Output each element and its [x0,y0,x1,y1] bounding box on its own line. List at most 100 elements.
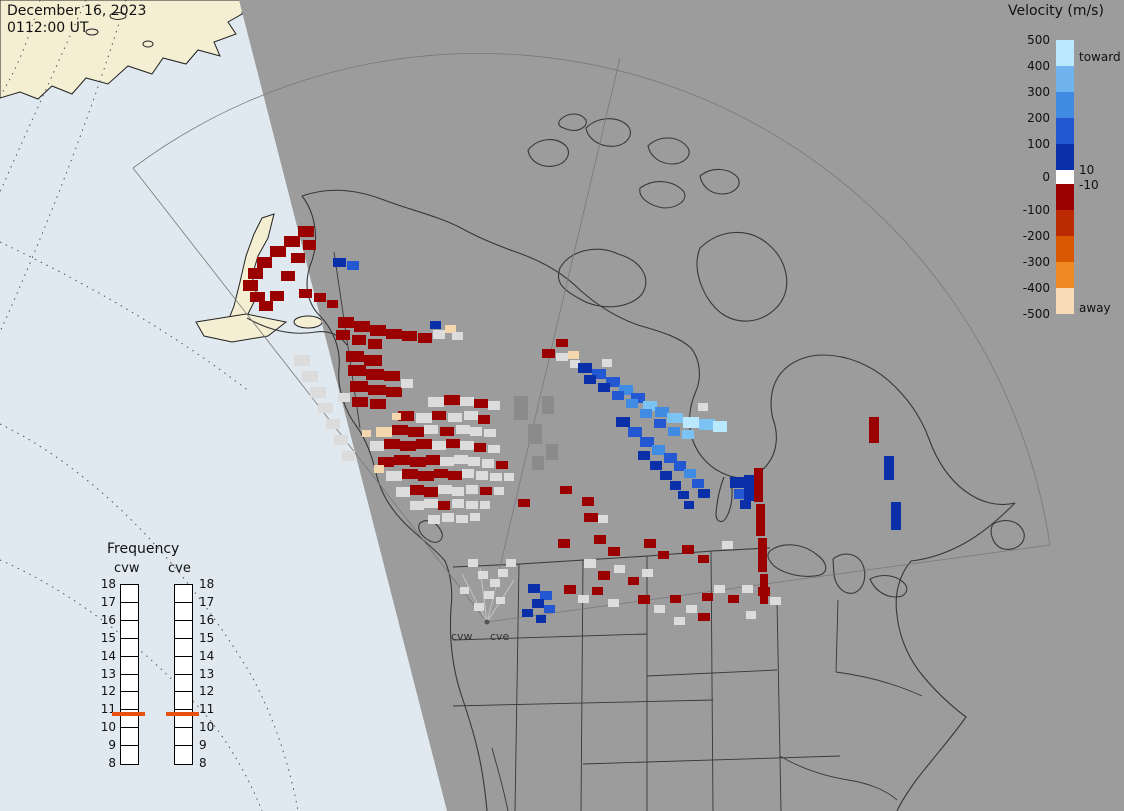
radar-data-tile [342,451,355,461]
radar-data-tile [652,445,665,455]
radar-data-tile [614,565,625,573]
radar-data-tile [291,253,305,263]
radar-data-tile [338,317,354,328]
radar-data-tile [655,407,669,417]
radar-data-tile [298,226,314,237]
radar-data-tile [584,513,598,522]
radar-data-tile [456,515,468,523]
radar-data-tile [582,497,594,506]
radar-site-label-cve: cve [490,630,510,643]
radar-data-tile [640,437,654,447]
radar-data-tile [392,413,401,420]
radar-data-tile [480,487,492,495]
radar-data-tile [352,397,368,407]
lake-erie-ontario [869,574,908,598]
radar-data-tile [326,419,340,429]
radar-data-tile [606,377,620,387]
radar-data-tile [698,489,710,498]
radar-data-tile [460,441,474,450]
radar-data-tile [556,339,568,347]
radar-data-tile [402,469,418,479]
radar-data-tile [592,369,606,379]
radar-data-tile [368,385,386,395]
radar-data-tile [430,321,441,329]
radar-data-tile [612,391,624,400]
radar-data-tile [496,597,505,604]
radar-data-tile [678,491,689,499]
radar-data-tile [448,471,462,480]
radar-data-tile [470,513,480,521]
radar-data-tile [416,413,432,423]
radar-data-tile [506,559,516,567]
radar-data-tile [660,471,672,480]
radar-data-tile [366,369,384,380]
radar-data-tile [584,375,596,384]
radar-data-tile [532,599,544,608]
radar-data-tile [476,471,488,480]
radar-data-tile [333,258,346,267]
radar-data-tile [556,353,568,361]
radar-data-tile [302,371,318,382]
radar-data-tile [546,444,558,460]
radar-data-tile [454,455,468,464]
radar-data-tile [370,325,386,336]
baffin-island [696,231,788,322]
radar-data-tile [754,468,763,502]
radar-data-tile [464,411,478,420]
fov-right-edge [486,544,1051,623]
radar-data-tile [770,597,781,605]
radar-data-tile [631,393,645,403]
map-region [239,0,1124,811]
radar-data-tile [698,403,708,411]
radar-data-tile [374,465,384,473]
radar-data-tile [542,349,555,358]
radar-data-tile [654,419,666,428]
radar-data-tile [756,504,765,536]
arctic-island [647,137,690,165]
radar-data-tile [682,545,694,554]
radar-data-tile [259,301,273,311]
radar-data-tiles [243,226,901,625]
radar-data-tile [670,481,681,490]
lake-superior [767,544,827,577]
radar-data-tile [452,487,464,496]
radar-data-tile [474,443,486,452]
radar-data-tile [386,329,402,339]
radar-data-tile [392,425,408,435]
arctic-island [585,118,631,147]
radar-data-tile [336,330,350,340]
radar-data-tile [248,268,263,279]
radar-data-tile [628,427,642,437]
radar-data-tile [496,461,508,469]
radar-data-tile [243,280,258,291]
victoria-island [558,248,647,308]
radar-data-tile [498,569,508,577]
radar-data-tile [270,246,286,257]
radar-data-tile [386,471,402,481]
radar-data-tile [594,535,606,544]
radar-data-tile [644,539,656,548]
radar-data-tile [608,547,620,556]
radar-data-tile [334,435,348,445]
radar-data-tile [418,471,434,481]
arctic-island [558,113,587,131]
radar-data-tile [400,441,416,451]
radar-data-tile [642,569,653,577]
background-landmass [0,0,323,343]
radar-data-tile [384,371,400,381]
radar-data-tile [318,403,333,413]
radar-data-tile [370,399,386,409]
radar-data-tile [350,381,368,392]
radar-data-tile [528,584,540,593]
radar-data-tile [346,351,364,362]
radar-data-tile [884,456,894,480]
radar-data-tile [482,459,494,468]
radar-data-tile [514,396,528,420]
radar-data-tile [294,355,310,366]
radar-data-tile [484,429,496,437]
radar-data-tile [488,445,500,453]
radar-data-tile [608,599,619,607]
radar-data-tile [536,615,546,623]
